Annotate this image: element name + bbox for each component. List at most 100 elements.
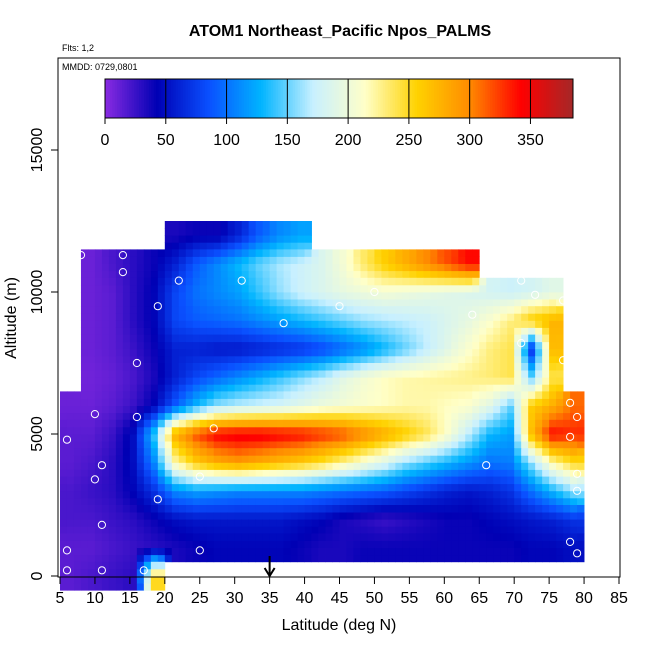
heatmap-cell [206,228,215,236]
y-tick-label: 10000 [29,270,46,315]
heatmap-cell [479,405,487,414]
heatmap-cell [507,426,515,435]
heatmap-cell [171,320,180,328]
heatmap-cell [283,221,291,229]
heatmap-cell [171,483,180,492]
heatmap-cell [122,299,131,307]
heatmap-cell [451,398,459,406]
heatmap-cell [255,348,264,357]
heatmap-cell [542,426,550,435]
heatmap-cell [234,448,243,456]
colorbar-segment [380,79,384,118]
heatmap-cell [248,441,257,449]
heatmap-cell [73,533,82,541]
heatmap-cell [339,426,347,435]
heatmap-cell [171,313,180,321]
heatmap-cell [241,377,250,385]
heatmap-cell [143,419,152,428]
heatmap-cell [178,533,187,541]
heatmap-cell [129,284,138,293]
heatmap-cell [416,448,424,456]
heatmap-cell [150,384,159,392]
heatmap-cell [542,554,550,563]
heatmap-cell [535,405,543,414]
heatmap-cell [108,412,117,421]
heatmap-cell [472,313,480,321]
colorbar-tick-label: 300 [456,132,483,149]
heatmap-cell [220,228,229,236]
heatmap-cell [248,284,257,293]
colorbar-segment [426,79,430,118]
heatmap-cell [409,512,417,520]
colorbar-segment [183,79,186,118]
heatmap-cell [171,469,180,477]
heatmap-cell [192,242,201,250]
heatmap-cell [115,377,124,385]
heatmap-cell [122,412,131,421]
heatmap-cell [122,533,131,541]
heatmap-cell [339,320,347,328]
heatmap-cell [185,419,194,428]
heatmap-cell [409,292,417,300]
heatmap-cell [60,476,68,485]
heatmap-cell [234,412,243,421]
heatmap-cell [283,434,291,442]
heatmap-cell [269,497,278,506]
heatmap-cell [283,412,291,421]
heatmap-cell [136,554,145,563]
heatmap-cell [367,334,375,343]
heatmap-cell [535,391,543,399]
sample-point [90,475,100,484]
heatmap-cell [150,576,159,584]
heatmap-cell [500,377,508,385]
heatmap-cell [500,391,508,399]
heatmap-cell [535,412,543,421]
heatmap-cell [248,419,257,428]
heatmap-cell [577,426,585,435]
heatmap-cell [458,355,466,364]
heatmap-cell [577,398,585,406]
heatmap-cell [346,448,354,456]
heatmap-cell [297,434,305,442]
heatmap-cell [213,462,222,470]
heatmap-cell [318,469,326,477]
heatmap-cell [514,540,522,548]
heatmap-cell [521,348,529,357]
heatmap-cell [556,348,564,357]
heatmap-cell [248,483,257,492]
heatmap-cell [577,554,585,563]
heatmap-cell [276,370,284,378]
heatmap-cell [122,583,131,591]
heatmap-cell [535,299,543,307]
heatmap-cell [465,469,473,477]
heatmap-cell [549,306,557,314]
heatmap-cell [388,462,396,470]
heatmap-cell [220,519,229,527]
heatmap-cell [206,327,215,335]
heatmap-cell [381,519,389,527]
heatmap-cell [402,306,410,314]
colorbar-segment [417,79,420,118]
heatmap-cell [157,490,166,499]
heatmap-cell [108,476,117,485]
heatmap-cell [409,384,417,392]
heatmap-cell [185,512,194,520]
heatmap-cell [199,469,208,477]
heatmap-cell [374,533,382,541]
heatmap-cell [94,363,103,371]
heatmap-cell [416,533,424,541]
heatmap-cell [101,455,110,463]
heatmap-cell [479,512,487,520]
heatmap-cell [360,348,368,357]
heatmap-cell [87,462,96,470]
sample-point [573,469,582,478]
heatmap-cell [360,313,368,321]
heatmap-cell [66,512,75,520]
heatmap-cell [206,320,215,328]
x-tick-label: 15 [121,590,139,607]
heatmap-cell [409,256,417,264]
heatmap-cell [346,554,354,563]
heatmap-cell [528,441,536,449]
heatmap-cell [479,313,487,321]
heatmap-cell [528,398,536,406]
